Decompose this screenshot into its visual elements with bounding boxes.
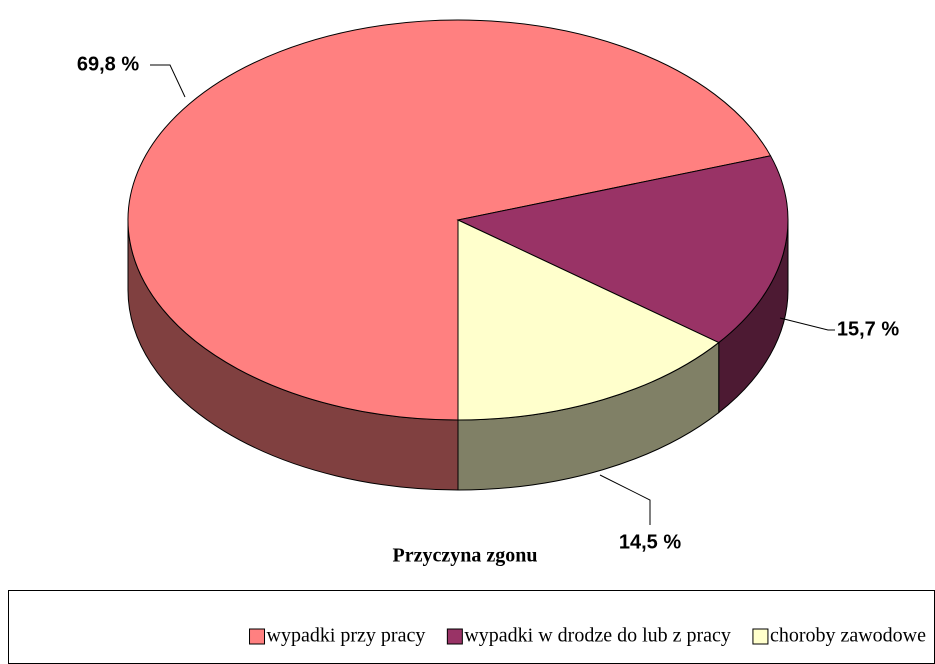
leader-line [779,317,835,331]
pie-slice [457,219,720,421]
leader-line [599,474,651,525]
pie-slice [127,19,772,421]
pie-slice [456,155,789,344]
data-label: 15,7 % [837,318,899,340]
legend-label: wypadki przy pracy [267,625,426,647]
chart-title: Przyczyna zgonu [393,545,538,567]
legend-swatch [446,628,463,645]
legend-label: choroby zawodowe [770,625,926,647]
legend-swatch [249,628,266,645]
leader-line [150,64,186,98]
data-label: 69,8 % [77,53,139,75]
legend-label: wypadki w drodze do lub z pracy [464,625,731,647]
legend-swatch [752,628,769,645]
data-label: 14,5 % [619,531,681,553]
